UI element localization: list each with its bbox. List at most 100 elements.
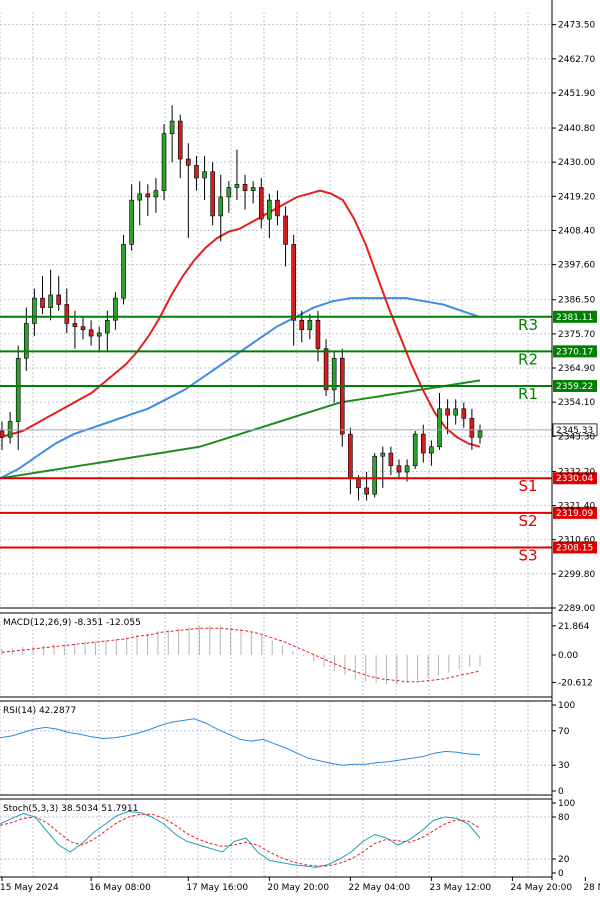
ytick-label-14: 2321.40 bbox=[558, 502, 595, 512]
candle-body-39 bbox=[315, 319, 321, 350]
ytick-label-1: 2462.70 bbox=[558, 55, 595, 65]
ytick-label-12: 2343.30 bbox=[558, 432, 595, 442]
candle-body-16 bbox=[129, 199, 134, 245]
candle-body-5 bbox=[40, 297, 45, 308]
level-tag-bg-S3 bbox=[553, 541, 597, 554]
panel-bg-2 bbox=[0, 701, 552, 795]
ytick-label-13: 2332.20 bbox=[558, 467, 595, 477]
candle-body-56 bbox=[453, 408, 458, 416]
panel-bg-0 bbox=[0, 12, 552, 608]
xtick-label-0: 15 May 2024 bbox=[0, 883, 59, 893]
candle-body-3 bbox=[24, 323, 29, 359]
candle-body-30 bbox=[242, 184, 248, 191]
candle-body-40 bbox=[323, 348, 329, 391]
candle-body-38 bbox=[307, 319, 313, 331]
macd-signal-line bbox=[1, 627, 481, 683]
ytick-label-15: 2310.60 bbox=[558, 536, 595, 546]
candle-body-24 bbox=[194, 165, 199, 179]
candle-body-19 bbox=[153, 190, 159, 198]
candle-body-52 bbox=[420, 433, 426, 454]
rsi-tick-0: 100 bbox=[558, 701, 575, 711]
macd-tick-1: 0.00 bbox=[558, 651, 578, 661]
candle-body-6 bbox=[48, 294, 53, 308]
candle-body-0 bbox=[0, 430, 5, 438]
xtick-label-3: 20 May 20:00 bbox=[267, 883, 329, 893]
ytick-label-2: 2451.90 bbox=[558, 89, 595, 99]
ytick-label-3: 2440.80 bbox=[558, 124, 595, 134]
candle-body-35 bbox=[283, 215, 288, 245]
ytick-label-17: 2289.00 bbox=[558, 604, 595, 614]
candle-body-42 bbox=[339, 357, 345, 435]
level-tag-S3: 2308.15 bbox=[556, 543, 593, 553]
ytick-label-8: 2386.50 bbox=[558, 296, 595, 306]
stoch-tick-1: 80 bbox=[558, 813, 570, 823]
candle-body-32 bbox=[258, 187, 264, 220]
stoch-tick-3: 0 bbox=[558, 869, 564, 879]
candle-body-50 bbox=[404, 465, 410, 473]
rsi-tick-3: 0 bbox=[558, 787, 564, 797]
current-price-tag-bg bbox=[552, 423, 598, 437]
level-label-S3: S3 bbox=[518, 546, 537, 564]
macd-tick-0: 21.864 bbox=[558, 622, 590, 632]
macd-label: MACD(12,26,9) -8.351 -12.055 bbox=[3, 618, 141, 628]
candle-body-46 bbox=[372, 455, 377, 495]
level-tag-S1: 2330.04 bbox=[556, 474, 593, 484]
candle-body-21 bbox=[169, 120, 175, 135]
level-tag-bg-R1 bbox=[553, 379, 597, 392]
candle-body-23 bbox=[186, 158, 191, 166]
sma-red-line bbox=[0, 189, 481, 448]
candle-body-47 bbox=[380, 452, 386, 457]
macd-panel: 21.864 0.00 -20.612 MACD(12,26,9) -8.351 -1… bbox=[1, 618, 593, 688]
ytick-label-7: 2397.60 bbox=[558, 261, 595, 271]
candle-body-45 bbox=[364, 487, 369, 495]
candle-body-20 bbox=[161, 133, 167, 191]
candle-body-2 bbox=[15, 357, 21, 422]
candle-body-8 bbox=[64, 304, 70, 324]
stoch-d-line bbox=[0, 813, 481, 867]
ytick-label-16: 2299.80 bbox=[558, 570, 595, 580]
candle-body-17 bbox=[137, 193, 143, 201]
level-tag-R3: 2381.11 bbox=[556, 313, 593, 323]
candle-body-59 bbox=[477, 430, 483, 438]
level-tag-R1: 2359.22 bbox=[556, 382, 593, 392]
candle-body-34 bbox=[275, 199, 280, 217]
panel-bg-3 bbox=[0, 799, 552, 877]
candle-body-51 bbox=[412, 433, 418, 467]
xtick-label-1: 16 May 08:00 bbox=[89, 883, 151, 893]
ytick-label-9: 2375.70 bbox=[558, 330, 595, 340]
candle-body-53 bbox=[429, 446, 434, 454]
rsi-panel: 100 70 30 0 RSI(14) 42.2877 bbox=[0, 701, 575, 797]
candle-body-54 bbox=[437, 408, 442, 448]
candle-body-44 bbox=[356, 478, 361, 489]
level-tag-S2: 2319.09 bbox=[556, 509, 593, 519]
candle-body-43 bbox=[348, 433, 353, 479]
level-tag-bg-S2 bbox=[553, 506, 597, 519]
current-price-tag: 2345.33 bbox=[556, 426, 593, 436]
candle-body-11 bbox=[88, 329, 94, 337]
candle-body-33 bbox=[267, 199, 272, 220]
xtick-label-4: 22 May 04:00 bbox=[348, 883, 410, 893]
candle-body-37 bbox=[299, 319, 305, 331]
price-axis-layer: 2473.50 2462.70 2451.90 2440.80 2430.00 2419.… bbox=[0, 0, 595, 880]
candle-body-14 bbox=[113, 297, 118, 321]
rsi-line bbox=[0, 718, 481, 766]
candle-body-18 bbox=[145, 193, 151, 198]
ytick-label-10: 2364.90 bbox=[558, 364, 595, 374]
candle-body-7 bbox=[56, 294, 62, 305]
xtick-label-5: 23 May 12:00 bbox=[429, 883, 491, 893]
stoch-label: Stoch(5,3,3) 38.5034 51.7911 bbox=[3, 804, 138, 814]
time-axis: 15 May 2024 16 May 08:00 17 May 16:00 20 Ma… bbox=[0, 877, 600, 893]
candle-body-58 bbox=[469, 417, 475, 438]
candle-body-28 bbox=[226, 187, 232, 198]
ytick-label-6: 2408.40 bbox=[558, 226, 595, 236]
xtick-label-7: 28 May 00:00 bbox=[583, 883, 600, 893]
candle-body-1 bbox=[7, 421, 13, 438]
candle-body-22 bbox=[177, 120, 183, 160]
level-label-R1: R1 bbox=[518, 385, 538, 403]
candle-body-25 bbox=[202, 171, 207, 179]
macd-tick-2: -20.612 bbox=[558, 678, 593, 688]
candle-body-13 bbox=[105, 319, 110, 334]
ytick-label-0: 2473.50 bbox=[558, 21, 595, 31]
candle-body-10 bbox=[80, 326, 86, 331]
